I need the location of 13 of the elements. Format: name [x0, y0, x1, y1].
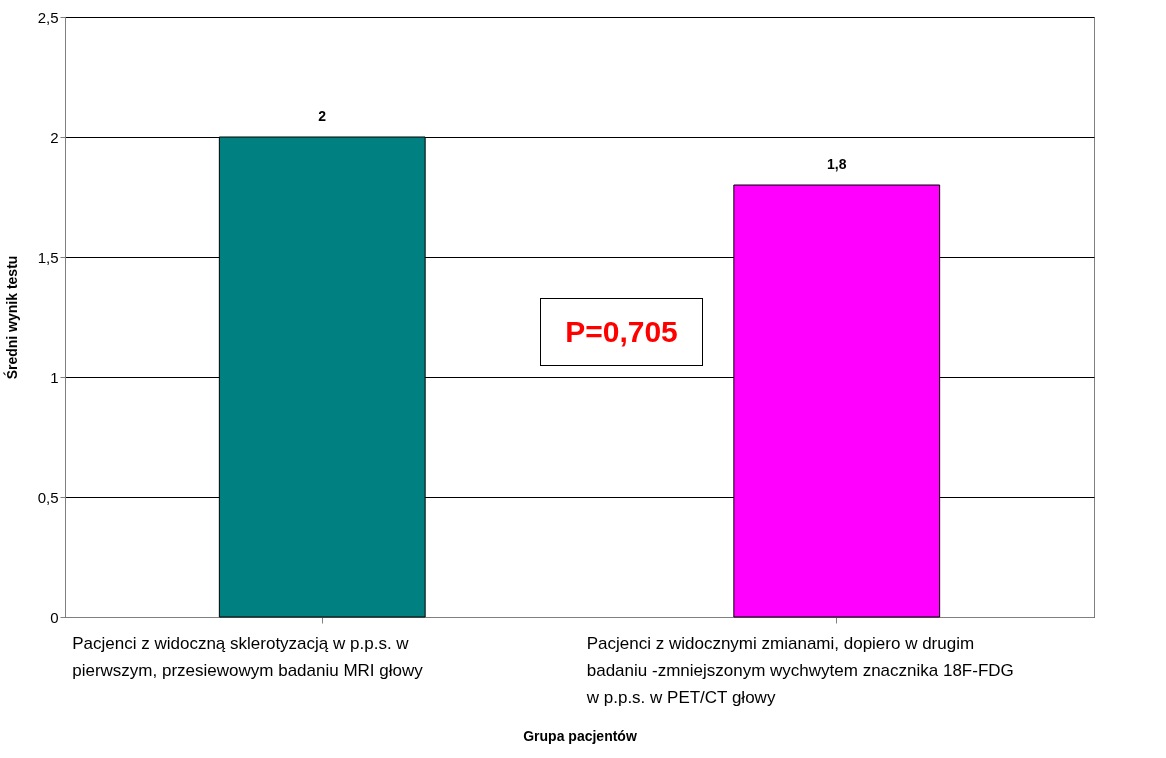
- x-tick-label: Pacjenci z widoczną sklerotyzacją w p.p.s. w pierwszym, przesiewowym badaniu MRI głowy: [72, 633, 424, 680]
- y-tick-label: 1,5: [37, 248, 59, 266]
- y-tick-label: 0,5: [37, 488, 59, 506]
- y-tick-label: 2: [50, 128, 59, 146]
- y-tick-label: 1: [50, 368, 59, 386]
- data-label: 1,8: [827, 156, 847, 172]
- x-tick-label: Pacjenci z widocznymi zmianami, dopiero w drugim badaniu -zmniejszonym wychwytem znacznika 18F-FDG w p.p.s. w PET/CT głowy: [585, 633, 1014, 707]
- x-axis-title: Grupa pacjentów: [523, 727, 637, 744]
- y-axis-title: Średni wynik testu: [2, 255, 20, 380]
- data-label: 2: [318, 108, 327, 124]
- y-tick-label: 2,5: [37, 8, 59, 26]
- annotation: P=0,705: [540, 298, 703, 366]
- y-tick-label: 0: [50, 608, 59, 626]
